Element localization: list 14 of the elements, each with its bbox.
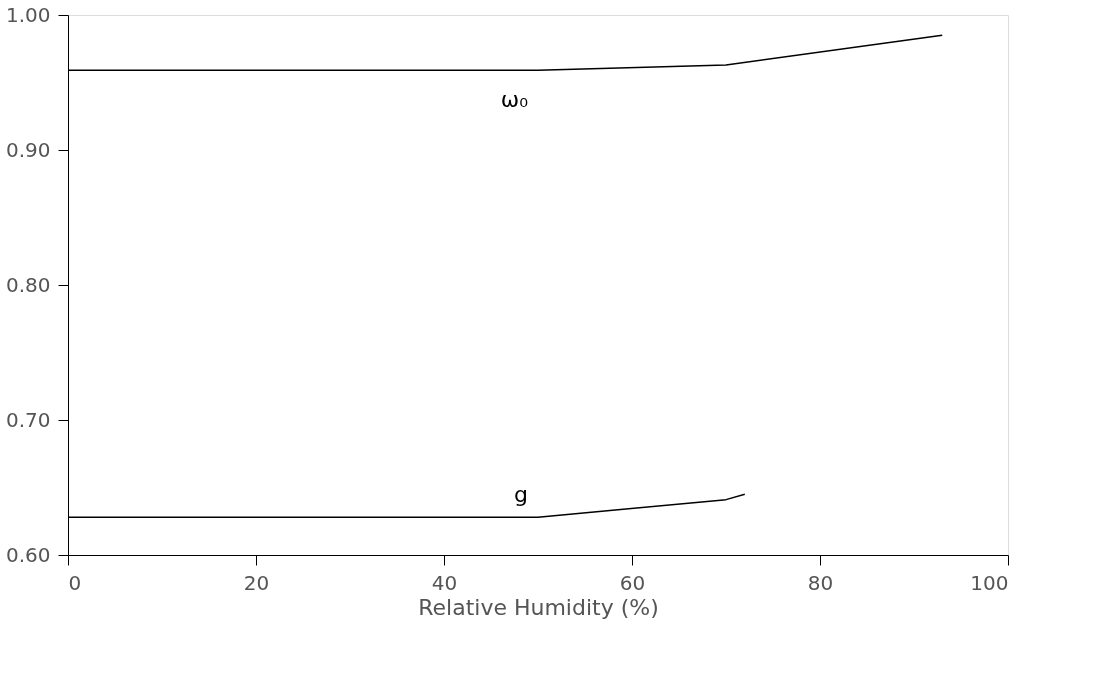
y-tick-label: 0.80 <box>5 272 51 297</box>
y-tick-label: 0.60 <box>5 542 51 567</box>
x-tick-label: 20 <box>243 570 270 595</box>
x-tick-label: 100 <box>970 570 1009 595</box>
x-tick-label: 60 <box>619 570 646 595</box>
x-axis-title: Relative Humidity (%) <box>418 594 659 620</box>
y-tick-label: 1.00 <box>5 2 51 27</box>
y-tick-label: 0.90 <box>5 137 51 162</box>
x-tick-label: 0 <box>68 570 82 595</box>
x-tick-label: 40 <box>431 570 458 595</box>
x-tick-label: 80 <box>807 570 834 595</box>
y-tick-label: 0.70 <box>5 407 51 432</box>
series-label: ω₀ <box>500 87 529 113</box>
series-label: g <box>514 482 528 508</box>
